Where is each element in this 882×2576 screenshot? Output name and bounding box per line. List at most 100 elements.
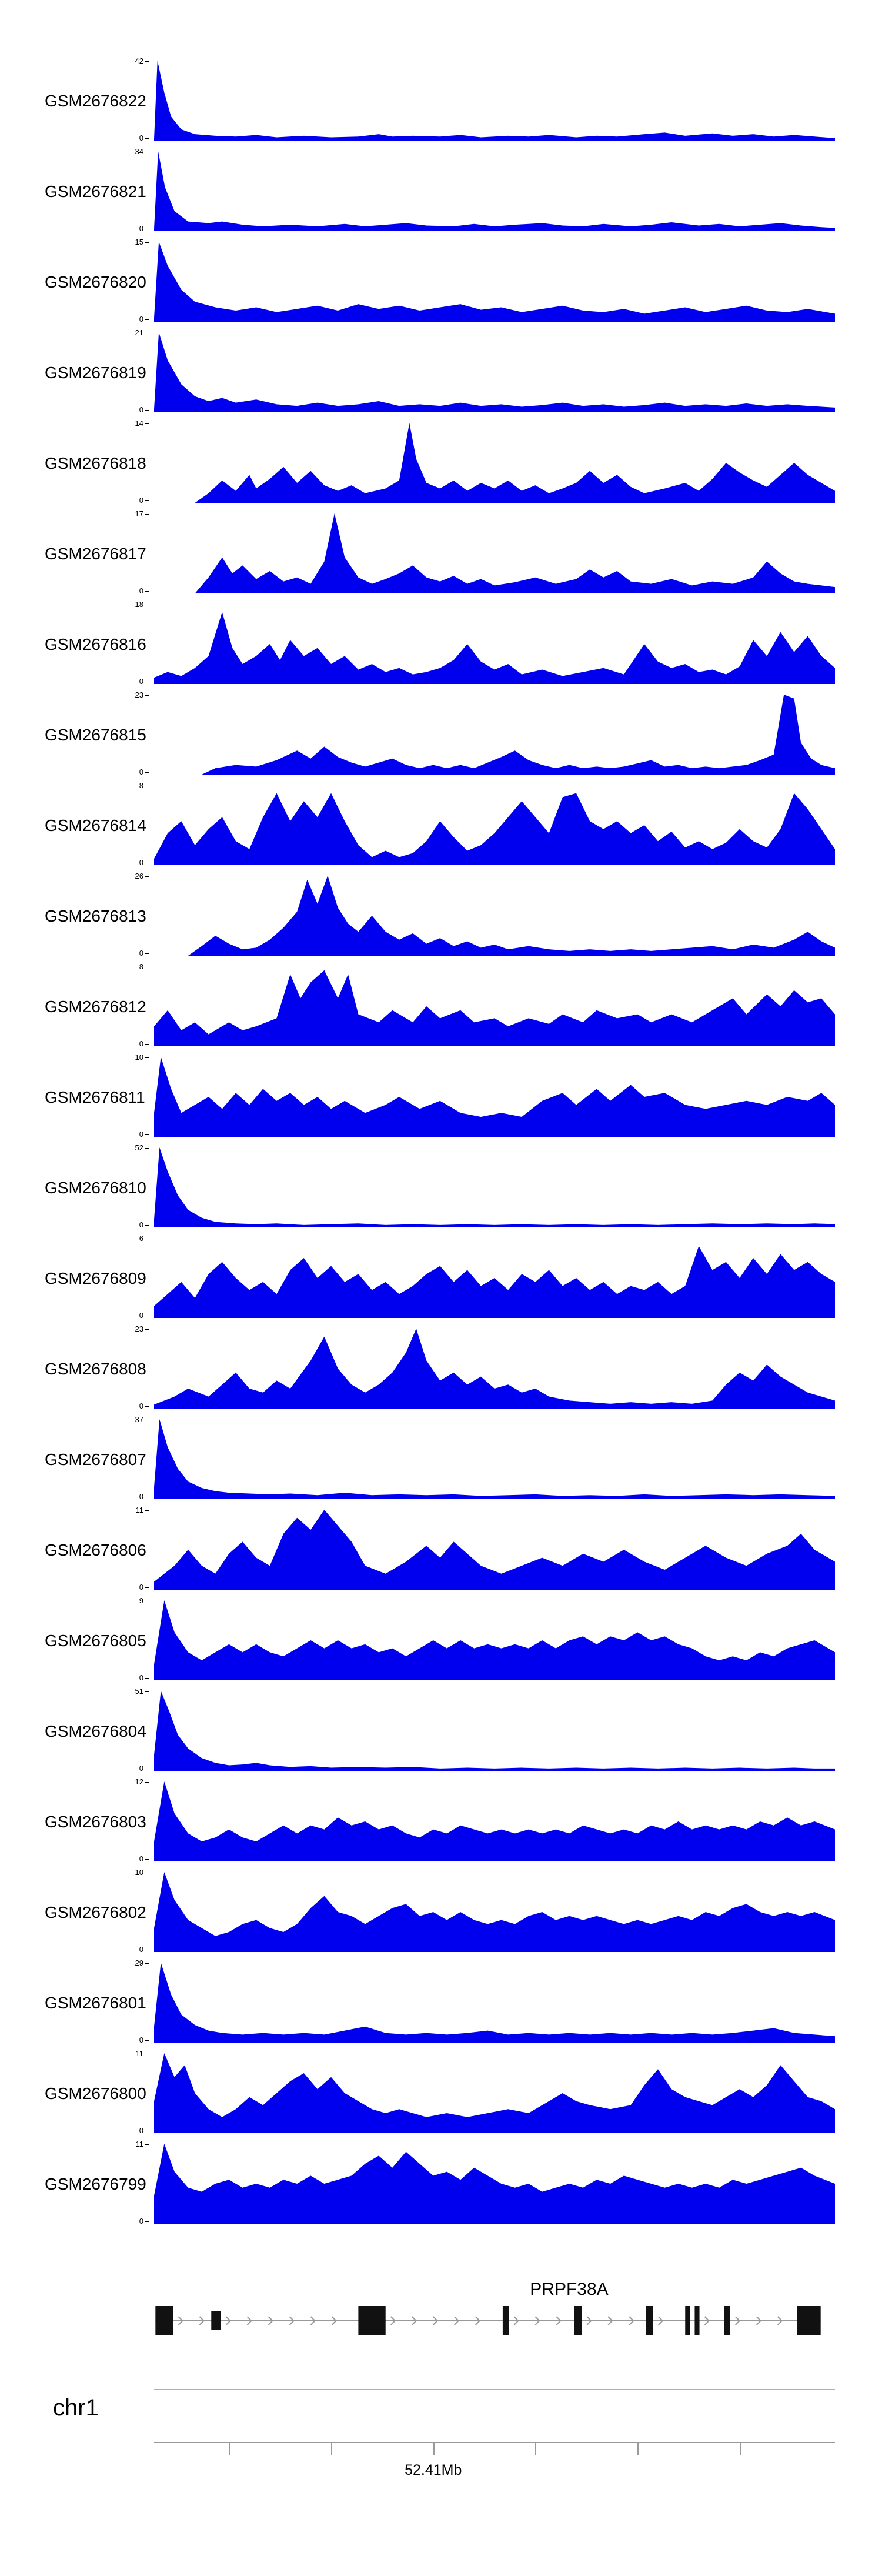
y-axis-min-label: 0 — [0, 949, 149, 957]
sample-label: GSM2676816 — [45, 635, 146, 653]
y-axis-min-label: 0 — [0, 1493, 149, 1500]
y-axis-tick — [145, 61, 149, 62]
y-axis-tick — [145, 1691, 149, 1693]
sample-track-row: GSM2676805 9 0 — [0, 1596, 882, 1686]
y-axis-max-label: 11 — [0, 2140, 149, 2148]
y-axis-min-label: 0 — [0, 2217, 149, 2225]
sample-label: GSM2676814 — [45, 816, 146, 835]
y-axis-min-label: 0 — [0, 587, 149, 595]
sample-track-row: GSM2676809 6 0 — [0, 1233, 882, 1324]
sample-label: GSM2676822 — [45, 92, 146, 110]
coverage-plot — [154, 1510, 835, 1590]
sample-track-row: GSM2676820 15 0 — [0, 237, 882, 328]
coverage-plot — [154, 1781, 835, 1861]
y-axis-max-label: 10 — [0, 1053, 149, 1061]
coverage-plot — [154, 513, 835, 593]
coverage-plot — [154, 1147, 835, 1227]
coverage-plot — [154, 1600, 835, 1680]
y-axis-tick — [145, 500, 149, 502]
y-axis-min-label: 0 — [0, 1130, 149, 1138]
y-axis-min-label: 0 — [0, 1764, 149, 1772]
coverage-plot — [154, 876, 835, 956]
y-axis-max-label: 21 — [0, 329, 149, 336]
sample-track-row: GSM2676810 52 0 — [0, 1143, 882, 1233]
coverage-plot — [154, 423, 835, 503]
y-axis-tick — [145, 1782, 149, 1783]
axis-tick — [535, 2442, 537, 2455]
sample-track-row: GSM2676803 12 0 — [0, 1777, 882, 1867]
y-axis-tick — [145, 1678, 149, 1679]
y-axis-max-label: 42 — [0, 57, 149, 65]
y-axis-tick — [145, 2221, 149, 2223]
y-axis-min-label: 0 — [0, 2127, 149, 2134]
y-axis-max-label: 29 — [0, 1959, 149, 1967]
y-axis-max-label: 18 — [0, 600, 149, 608]
y-axis-tick — [145, 953, 149, 955]
coverage-plot — [154, 242, 835, 322]
axis-tick — [433, 2442, 435, 2455]
y-axis-tick — [145, 591, 149, 592]
coverage-plot — [154, 604, 835, 684]
y-axis-tick — [145, 410, 149, 411]
y-axis-tick — [145, 1134, 149, 1136]
gene-model-track — [154, 2297, 835, 2344]
sample-label: GSM2676812 — [45, 997, 146, 1016]
coverage-plot — [154, 332, 835, 412]
y-axis-min-label: 0 — [0, 768, 149, 776]
sample-track-row: GSM2676817 17 0 — [0, 509, 882, 599]
sample-label: GSM2676821 — [45, 182, 146, 201]
separator-line — [154, 2389, 835, 2390]
y-axis-max-label: 6 — [0, 1234, 149, 1242]
sample-label: GSM2676810 — [45, 1179, 146, 1197]
sample-track-row: GSM2676801 29 0 — [0, 1958, 882, 2048]
y-axis-min-label: 0 — [0, 1855, 149, 1863]
coverage-plot — [154, 61, 835, 141]
y-axis-max-label: 11 — [0, 2050, 149, 2057]
y-axis-max-label: 26 — [0, 872, 149, 880]
sample-track-row: GSM2676811 10 0 — [0, 1052, 882, 1143]
y-axis-max-label: 12 — [0, 1778, 149, 1786]
y-axis-max-label: 37 — [0, 1416, 149, 1423]
y-axis-min-label: 0 — [0, 496, 149, 504]
coverage-plot — [154, 785, 835, 865]
sample-label: GSM2676800 — [45, 2084, 146, 2103]
sample-track-row: GSM2676808 23 0 — [0, 1324, 882, 1414]
sample-label: GSM2676801 — [45, 1994, 146, 2012]
coverage-plot — [154, 1238, 835, 1318]
sample-track-row: GSM2676814 8 0 — [0, 780, 882, 871]
y-axis-min-label: 0 — [0, 134, 149, 142]
sample-track-row: GSM2676819 21 0 — [0, 328, 882, 418]
sample-track-row: GSM2676806 11 0 — [0, 1505, 882, 1596]
y-axis-max-label: 11 — [0, 1506, 149, 1514]
coverage-plot — [154, 1329, 835, 1409]
y-axis-max-label: 14 — [0, 419, 149, 427]
coverage-plot — [154, 1872, 835, 1952]
sample-track-row: GSM2676800 11 0 — [0, 2048, 882, 2139]
y-axis-tick — [145, 1859, 149, 1860]
sample-label: GSM2676805 — [45, 1631, 146, 1650]
sample-label: GSM2676808 — [45, 1360, 146, 1378]
sample-label: GSM2676809 — [45, 1269, 146, 1287]
sample-label: GSM2676815 — [45, 726, 146, 744]
y-axis-tick — [145, 876, 149, 877]
y-axis-tick — [145, 242, 149, 243]
axis-tick — [229, 2442, 230, 2455]
y-axis-min-label: 0 — [0, 1221, 149, 1229]
y-axis-max-label: 9 — [0, 1597, 149, 1604]
y-axis-max-label: 34 — [0, 148, 149, 155]
y-axis-tick — [145, 2040, 149, 2041]
y-axis-tick — [145, 695, 149, 696]
y-axis-min-label: 0 — [0, 406, 149, 413]
axis-tick — [637, 2442, 639, 2455]
sample-track-row: GSM2676821 34 0 — [0, 146, 882, 237]
y-axis-max-label: 15 — [0, 238, 149, 246]
y-axis-tick — [145, 1963, 149, 1964]
y-axis-min-label: 0 — [0, 1583, 149, 1591]
coverage-plot — [154, 1963, 835, 2043]
sample-label: GSM2676802 — [45, 1903, 146, 1921]
sample-track-row: GSM2676804 51 0 — [0, 1686, 882, 1777]
y-axis-max-label: 8 — [0, 963, 149, 970]
sample-track-row: GSM2676802 10 0 — [0, 1867, 882, 1958]
coverage-tracks: GSM2676822 42 0 GSM2676821 34 0 GSM2676820 15 0 G… — [0, 56, 882, 2230]
